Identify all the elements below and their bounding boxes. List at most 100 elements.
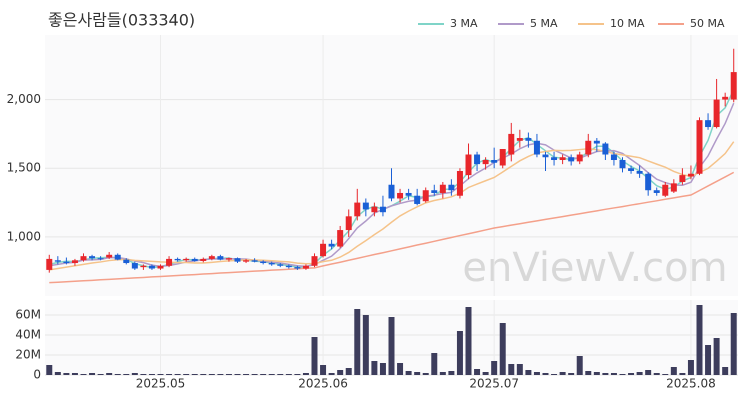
candle-body: [431, 190, 438, 193]
candle-body: [499, 149, 506, 166]
volume-bar: [602, 373, 609, 375]
legend-label: 3 MA: [450, 17, 478, 30]
volume-bar: [559, 372, 566, 375]
volume-bar: [610, 373, 617, 375]
volume-bar: [277, 374, 284, 375]
volume-bar: [593, 372, 600, 375]
volume-bar: [217, 374, 224, 375]
volume-bar: [619, 374, 626, 375]
volume-bar: [397, 363, 404, 375]
volume-bar: [388, 317, 395, 375]
candle-body: [696, 120, 703, 174]
candle-body: [302, 265, 309, 269]
volume-bar: [687, 360, 694, 375]
ma-line: [49, 141, 735, 271]
candle-body: [602, 143, 609, 155]
candle-body: [89, 256, 96, 259]
candle-body: [46, 258, 53, 270]
volume-bar: [302, 373, 309, 375]
candle-body: [54, 260, 61, 262]
volume-bar: [533, 372, 540, 375]
volume-bar: [645, 370, 652, 375]
volume-bar: [131, 373, 138, 375]
candle-body: [379, 206, 386, 213]
candle-body: [662, 184, 669, 196]
candle-body: [354, 202, 361, 217]
candle-body: [456, 170, 463, 196]
chart-title: 좋은사람들(033340): [48, 11, 195, 30]
candle-body: [268, 263, 275, 265]
candle-body: [362, 202, 369, 210]
candle-body: [525, 138, 532, 141]
candle-body: [422, 190, 429, 202]
candle-body: [414, 195, 421, 204]
volume-bar: [491, 361, 498, 375]
volume-bar: [362, 315, 369, 375]
volume-bar: [405, 371, 412, 375]
watermark: enViewV.com: [462, 245, 727, 291]
y-tick-label: 1,000: [7, 229, 41, 243]
x-tick-label: 2025.07: [469, 377, 519, 391]
volume-bar: [225, 374, 232, 375]
volume-bar: [208, 374, 215, 375]
candle-body: [405, 192, 412, 196]
volume-bar: [379, 363, 386, 375]
volume-bar: [234, 374, 241, 375]
volume-bar: [508, 364, 515, 375]
volume-bar: [448, 371, 455, 375]
candle-body: [285, 265, 292, 268]
volume-bar: [354, 309, 361, 375]
candle-body: [294, 267, 301, 269]
volume-bar: [183, 374, 190, 375]
candle-body: [687, 173, 694, 177]
candle-body: [559, 157, 566, 161]
volume-bar: [662, 374, 669, 375]
y-tick-label: 40M: [15, 328, 41, 342]
volume-bar: [320, 365, 327, 375]
candle-body: [679, 175, 686, 182]
candle-body: [491, 160, 498, 163]
volume-bar: [371, 361, 378, 375]
candle-body: [516, 138, 523, 141]
candle-body: [200, 258, 207, 261]
legend-label: 10 MA: [610, 17, 645, 30]
candle-body: [628, 168, 635, 171]
volume-bar: [63, 373, 70, 375]
candle-body: [131, 263, 138, 269]
candle-body: [371, 206, 378, 213]
candle-body: [243, 260, 250, 262]
volume-bar: [54, 372, 61, 375]
volume-bar: [542, 373, 549, 375]
volume-bar: [628, 373, 635, 375]
volume-bar: [713, 338, 720, 375]
candle-body: [277, 264, 284, 266]
volume-bar: [345, 368, 352, 375]
candle-body: [148, 265, 155, 269]
volume-bar: [585, 371, 592, 375]
candle-body: [508, 133, 515, 155]
volume-bar: [525, 370, 532, 375]
volume-bar: [328, 373, 335, 375]
candle-body: [123, 259, 130, 264]
candle-body: [71, 260, 78, 264]
candle-body: [448, 184, 455, 191]
candle-body: [576, 154, 583, 162]
candle-body: [345, 216, 352, 231]
candle-body: [653, 190, 660, 193]
candle-body: [183, 258, 190, 261]
volume-bar: [568, 373, 575, 375]
volume-bar: [482, 372, 489, 375]
y-tick-label: 2,000: [7, 92, 41, 106]
legend-label: 50 MA: [690, 17, 725, 30]
volume-bar: [679, 373, 686, 375]
volume-bar: [89, 373, 96, 375]
candle-body: [645, 173, 652, 191]
candle-body: [705, 120, 712, 128]
candle-body: [225, 258, 232, 260]
legend-label: 5 MA: [530, 17, 558, 30]
candle-body: [234, 258, 241, 262]
candle-body: [568, 157, 575, 162]
candle-body: [174, 258, 181, 261]
volume-bar: [157, 374, 164, 375]
